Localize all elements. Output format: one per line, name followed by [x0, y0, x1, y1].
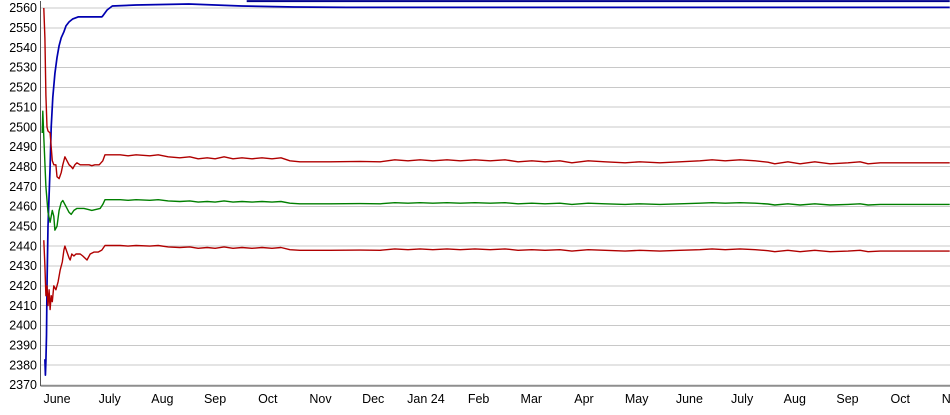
x-axis-tick-label: Oct: [258, 392, 278, 406]
x-axis-tick-label: Mar: [521, 392, 543, 406]
y-axis-tick-label: 2450: [9, 219, 37, 233]
x-axis-tick-label: May: [625, 392, 649, 406]
y-axis-tick-label: 2480: [9, 160, 37, 174]
y-axis-tick-label: 2460: [9, 200, 37, 214]
y-axis-tick-label: 2470: [9, 180, 37, 194]
series-lower-red-line: [43, 240, 950, 311]
x-axis-tick-label: Oct: [890, 392, 910, 406]
y-axis-tick-label: 2440: [9, 239, 37, 253]
x-axis-tick-label: Feb: [468, 392, 490, 406]
y-axis-tick-label: 2510: [9, 100, 37, 114]
y-axis-tick-label: 2380: [9, 358, 37, 372]
y-axis-tick-label: 2410: [9, 299, 37, 313]
x-axis-tick-label: July: [731, 392, 754, 406]
x-axis-tick-label: June: [676, 392, 703, 406]
x-axis-tick-label: Dec: [362, 392, 384, 406]
x-axis-tick-label: Aug: [151, 392, 173, 406]
y-axis-tick-label: 2520: [9, 81, 37, 95]
x-axis-tick-label: Apr: [574, 392, 593, 406]
x-axis-tick-label: Aug: [784, 392, 806, 406]
y-axis-tick-label: 2370: [9, 378, 37, 392]
y-axis-tick-label: 2420: [9, 279, 37, 293]
y-axis-tick-label: 2540: [9, 41, 37, 55]
y-axis-tick-label: 2550: [9, 21, 37, 35]
x-axis-tick-label: Sep: [204, 392, 226, 406]
x-axis-tick-label: Jan 24: [407, 392, 445, 406]
x-axis-tick-label: Sep: [836, 392, 858, 406]
series-green-line: [41, 110, 950, 231]
series-blue-line: [44, 3, 950, 376]
y-axis-tick-label: 2560: [9, 1, 37, 15]
x-axis-tick-label: Nov: [309, 392, 332, 406]
y-axis-tick-label: 2390: [9, 339, 37, 353]
y-axis-tick-label: 2490: [9, 140, 37, 154]
y-axis-tick-label: 2530: [9, 61, 37, 75]
y-axis-tick-label: 2400: [9, 319, 37, 333]
x-axis-tick-label: Nov: [942, 392, 950, 406]
y-axis-tick-label: 2500: [9, 120, 37, 134]
x-axis-tick-label: June: [43, 392, 70, 406]
x-axis-tick-label: July: [99, 392, 122, 406]
series-upper-red-line: [43, 7, 950, 180]
y-axis-tick-label: 2430: [9, 259, 37, 273]
